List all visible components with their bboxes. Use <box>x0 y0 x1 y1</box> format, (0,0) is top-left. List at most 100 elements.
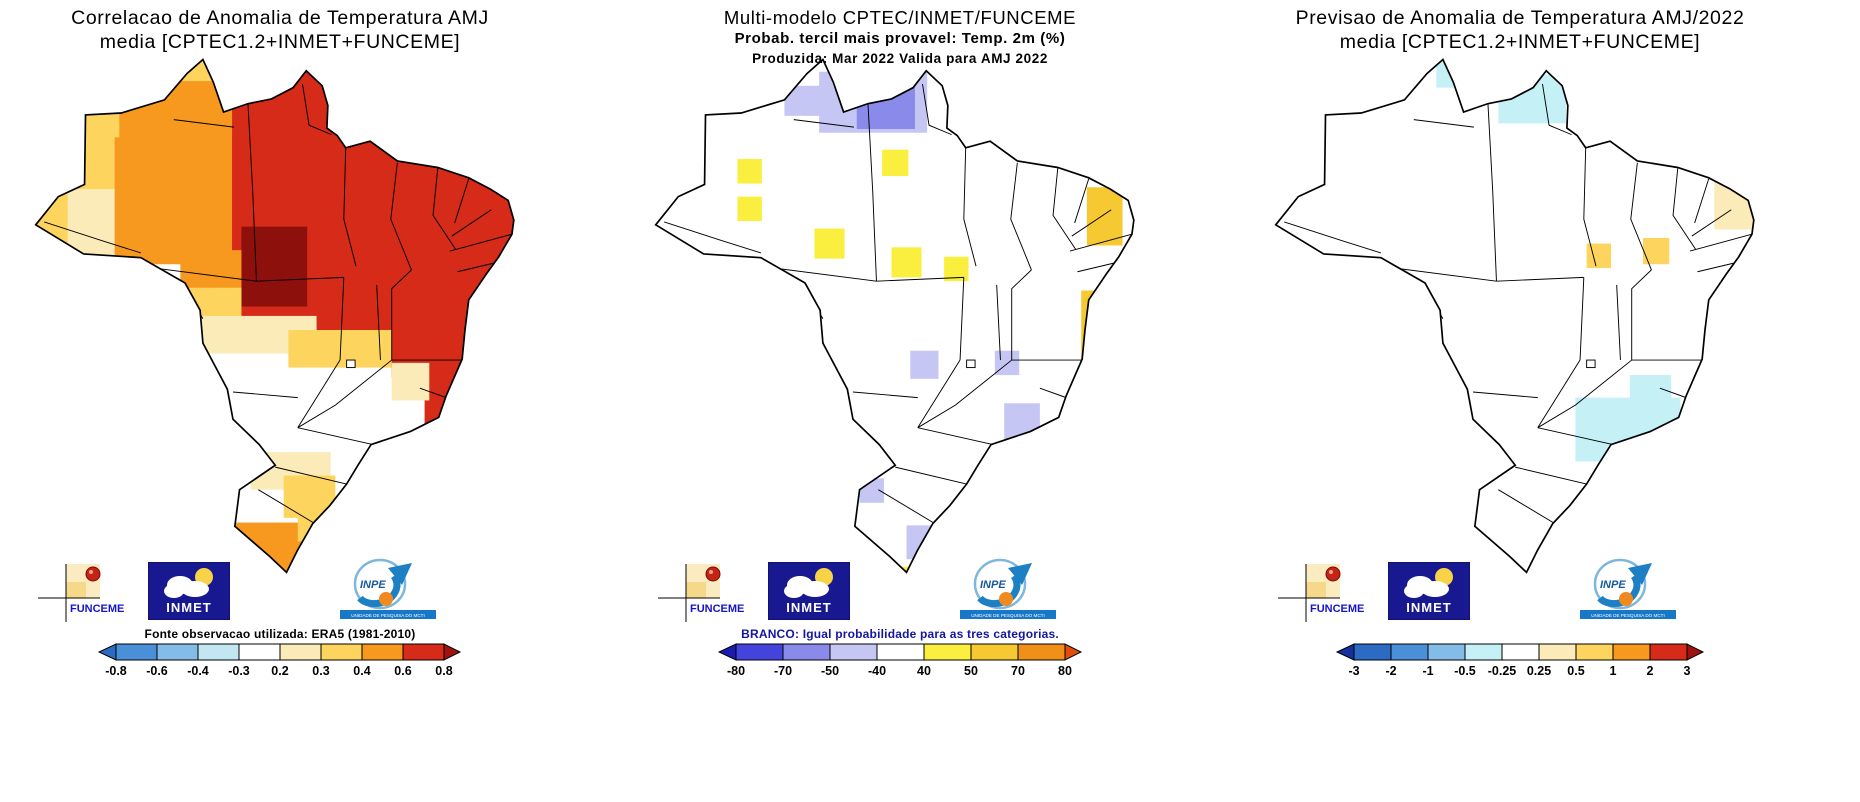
map-cell-byellow <box>814 228 845 259</box>
inpe-label: INPE <box>360 579 386 591</box>
colorbar-segment <box>197 643 240 661</box>
cloud-icon <box>784 576 829 598</box>
inpe-logo: INPE UNIDADE DE PESQUISA DO MCTI <box>340 558 436 622</box>
inpe-banner: UNIDADE DE PESQUISA DO MCTI <box>971 613 1045 618</box>
map-cell-byellow <box>882 149 909 176</box>
map-cell-lav <box>784 85 824 116</box>
map-cell-byellow <box>737 159 762 184</box>
inpe-label: INPE <box>1600 579 1626 591</box>
map-cell-yellow <box>288 330 397 368</box>
colorbar-segment <box>1501 643 1539 661</box>
colorbar-tick-label: 0.6 <box>394 664 411 678</box>
funceme-label: FUNCEME <box>690 603 744 615</box>
map-cell-lav <box>910 350 939 379</box>
funceme-sphere-icon <box>85 566 101 582</box>
funceme-label: FUNCEME <box>70 603 124 615</box>
colorbar-segment <box>1017 643 1065 661</box>
colorbar-segment <box>279 643 322 661</box>
swoosh-arrow-icon <box>1597 574 1641 607</box>
country-outline <box>1274 58 1755 574</box>
colorbar-segment <box>1538 643 1576 661</box>
inpe-label: INPE <box>980 579 1006 591</box>
panel-correlation: Correlacao de Anomalia de Temperatura AM… <box>0 0 620 802</box>
colorbar-tick-label: 3 <box>1683 664 1690 678</box>
orange-ball-icon <box>379 592 393 606</box>
colorbar-tick-label: -0.25 <box>1487 664 1516 678</box>
colorbar-tick-label: -0.3 <box>228 664 250 678</box>
brazil-map <box>34 58 515 574</box>
map-cell-yellow <box>1642 237 1670 265</box>
inpe-banner: UNIDADE DE PESQUISA DO MCTI <box>351 613 425 618</box>
map-cell-yellow <box>1586 243 1612 269</box>
state-borders <box>1283 83 1753 524</box>
colorbar-segment <box>1575 643 1613 661</box>
brazil-map <box>654 58 1135 574</box>
map-cell-cyan <box>1575 397 1681 462</box>
colorbar-segment <box>970 643 1018 661</box>
colorbar-tick-label: -1 <box>1422 664 1433 678</box>
map-cell-cream <box>1714 168 1754 230</box>
colorbar-tick-label: 80 <box>1058 664 1072 678</box>
colorbar-tick-label: -3 <box>1348 664 1359 678</box>
map-cell-yellow <box>297 508 336 542</box>
funceme-logo: FUNCEME <box>656 562 756 626</box>
colorbar-segment <box>156 643 199 661</box>
country-outline <box>654 58 1135 574</box>
inmet-label: INMET <box>1406 600 1451 615</box>
colorbar-tick-label: -0.6 <box>146 664 168 678</box>
colorbar-segment <box>923 643 971 661</box>
colorbar-segment <box>876 643 924 661</box>
colorbar-segment <box>238 643 281 661</box>
colorbar-tick-label: 40 <box>917 664 931 678</box>
colorbar-segment <box>1464 643 1502 661</box>
map-cell-orange <box>114 137 237 265</box>
colorbar-tick-label: 0.4 <box>353 664 370 678</box>
map-data-layer <box>737 71 1123 573</box>
colorbar-tick-label: -40 <box>867 664 885 678</box>
panel-title-line-1: Previsao de Anomalia de Temperatura AMJ/… <box>1295 7 1745 29</box>
colorbar-segment <box>1353 643 1391 661</box>
colorbar-container: -80 -70 -50 -40 40 50 70 80 <box>620 643 1180 681</box>
colorbar-tick-label: -50 <box>820 664 838 678</box>
panel-title: Previsao de Anomalia de Temperatura AMJ/… <box>1240 6 1800 55</box>
orange-ball-icon <box>1619 592 1633 606</box>
panel-probability: Multi-modelo CPTEC/INMET/FUNCEME Probab. … <box>620 0 1240 802</box>
map-cell-byellow <box>944 256 969 282</box>
map-cell-yellow <box>142 59 214 82</box>
map-cell-gold <box>1086 187 1123 246</box>
colorbar-tick-label: -0.5 <box>1454 664 1476 678</box>
swoosh-arrow-icon <box>977 574 1021 607</box>
panel-title: Multi-modelo CPTEC/INMET/FUNCEME Probab. … <box>620 6 1180 68</box>
inpe-logo: INPE UNIDADE DE PESQUISA DO MCTI <box>960 558 1056 622</box>
panel-footnote: Fonte observacao utilizada: ERA5 (1981-2… <box>144 627 416 641</box>
colorbar-segment <box>735 643 783 661</box>
colorbar-right-arrow-icon <box>1686 643 1704 661</box>
colorbar-segment <box>1649 643 1687 661</box>
colorbar-segment <box>361 643 404 661</box>
swoosh-arrow-icon <box>357 574 401 607</box>
colorbar-tick-label: 0.5 <box>1567 664 1584 678</box>
inmet-logo: INMET <box>1387 561 1471 621</box>
colorbar-tick-label: -0.8 <box>105 664 127 678</box>
panel-title-line-3: Produzida: Mar 2022 Valida para AMJ 2022 <box>752 50 1048 66</box>
inpe-banner: UNIDADE DE PESQUISA DO MCTI <box>1591 613 1665 618</box>
funceme-logo: FUNCEME <box>36 562 136 626</box>
panel-forecast: Previsao de Anomalia de Temperatura AMJ/… <box>1240 0 1860 802</box>
colorbar-tick-label: -0.4 <box>187 664 209 678</box>
colorbar-left-arrow-icon <box>717 643 736 661</box>
colorbar-segment <box>782 643 830 661</box>
panel-title: Correlacao de Anomalia de Temperatura AM… <box>0 6 560 55</box>
inmet-label: INMET <box>166 600 211 615</box>
map-cell-lav <box>1004 403 1040 453</box>
map-cell-byellow <box>737 196 762 222</box>
funceme-sphere-icon <box>705 566 721 582</box>
map-cell-dkred <box>241 226 308 307</box>
inpe-logo: INPE UNIDADE DE PESQUISA DO MCTI <box>1580 558 1676 622</box>
map-cell-byellow <box>891 566 915 573</box>
map-cell-cyan <box>1436 59 1482 88</box>
colorbar-segment <box>829 643 877 661</box>
colorbar-left-arrow-icon <box>97 643 117 661</box>
colorbar: -80 -70 -50 -40 40 50 70 80 <box>717 643 1082 678</box>
colorbar-tick-label: 0.8 <box>435 664 452 678</box>
